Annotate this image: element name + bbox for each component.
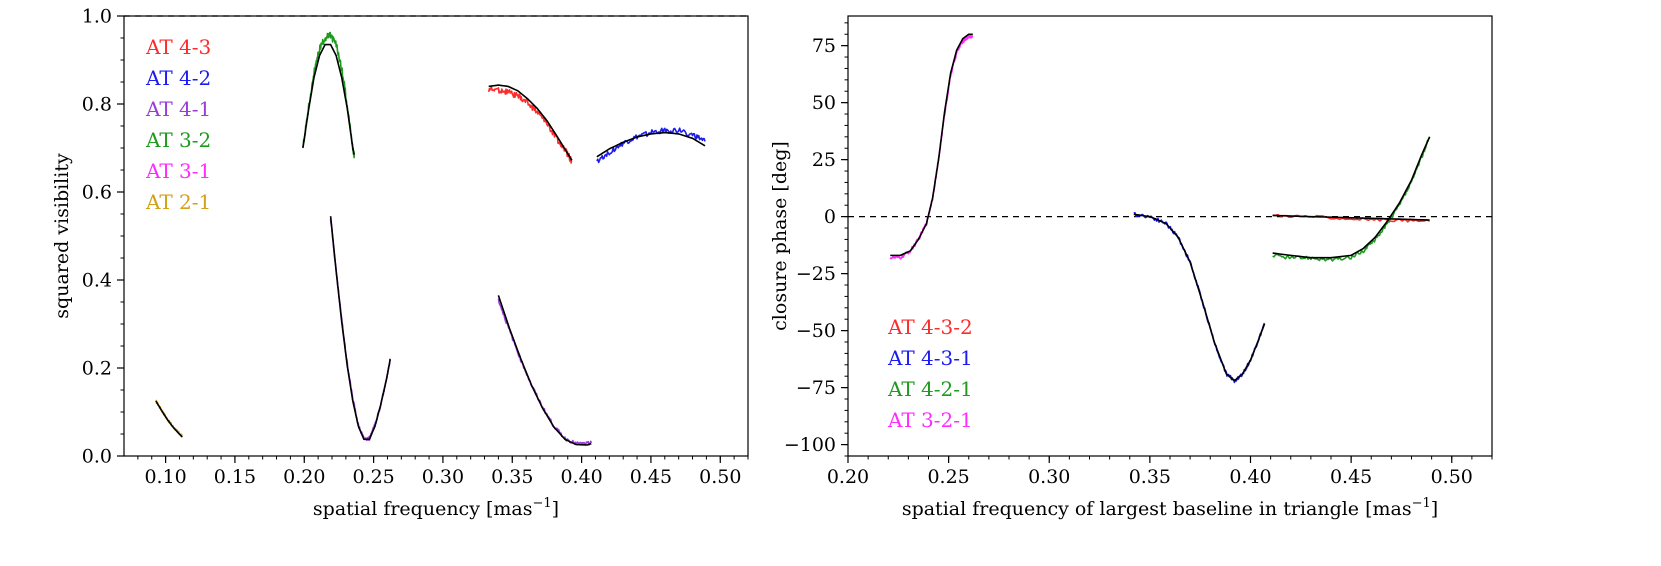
y-axis-label: closure phase [deg] [769, 141, 791, 331]
y-tick-label: 75 [812, 35, 836, 57]
x-tick-label: 0.45 [630, 466, 672, 488]
model-curve [1272, 214, 1430, 221]
legend-entry: AT 4-2-1 [887, 377, 973, 401]
x-tick-label: 0.50 [1431, 466, 1473, 488]
y-tick-label: 0.6 [82, 182, 112, 204]
x-tick-label: 0.30 [1028, 466, 1070, 488]
y-tick-label: 0 [824, 206, 836, 228]
x-tick-label: 0.20 [283, 466, 325, 488]
x-tick-label: 0.10 [144, 466, 186, 488]
closure-phase-panel: 0.20 0.25 0.30 0.35 0.40 0.45 0.50 75 50 25 0 −25 −5… [769, 15, 1493, 520]
model-curve [488, 84, 573, 161]
y-tick-label: −100 [784, 434, 836, 456]
legend-entry: AT 4-3-2 [887, 315, 973, 339]
y-tick-label: 0.2 [82, 358, 112, 380]
model-curve [890, 33, 973, 257]
model-curve [1133, 213, 1266, 382]
x-tick-label: 0.35 [491, 466, 533, 488]
x-tick-label: 0.40 [1229, 466, 1271, 488]
y-tick-label: −25 [796, 263, 836, 285]
y-tick-label: 0.8 [82, 94, 112, 116]
y-axis-label: squared visibility [51, 153, 73, 319]
x-tick-label: 0.50 [699, 466, 741, 488]
x-axis-label: spatial frequency [mas−1] [313, 496, 559, 520]
x-tick-label: 0.40 [560, 466, 602, 488]
x-tick-label: 0.20 [827, 466, 869, 488]
y-tick-label: 0.4 [82, 270, 112, 292]
x-tick-label: 0.15 [214, 466, 256, 488]
x-tick-label: 0.25 [927, 466, 969, 488]
model-curve [329, 216, 392, 441]
legend-entry: AT 2-1 [145, 190, 211, 214]
legend-entry: AT 4-1 [145, 97, 211, 121]
legend-entry: AT 3-1 [145, 159, 211, 183]
x-tick-label: 0.30 [422, 466, 464, 488]
plot-frame [847, 15, 1493, 457]
y-tick-label: 25 [812, 149, 836, 171]
legend-entry: AT 3-2 [145, 128, 211, 152]
data-series [487, 86, 573, 164]
model-curve [1272, 136, 1431, 259]
y-tick-label: 1.0 [82, 6, 112, 28]
y-tick-label: −75 [796, 377, 836, 399]
model-curve [497, 295, 592, 446]
y-tick-label: 50 [812, 92, 836, 114]
model-curve [302, 43, 355, 155]
visibility-panel: 0.10 0.15 0.20 0.25 0.30 0.35 0.40 0.45 0.50 0.0 0… [51, 6, 749, 520]
model-curve [155, 400, 183, 438]
x-tick-label: 0.25 [352, 466, 394, 488]
model-curve [596, 131, 706, 158]
legend-entry: AT 4-3 [145, 35, 211, 59]
legend-entry: AT 4-3-1 [887, 346, 973, 370]
x-tick-label: 0.45 [1330, 466, 1372, 488]
legend-entry: AT 3-2-1 [887, 408, 973, 432]
legend-entry: AT 4-2 [145, 66, 211, 90]
x-tick-label: 0.35 [1129, 466, 1171, 488]
plot-frame [123, 15, 749, 457]
y-tick-label: −50 [796, 320, 836, 342]
y-tick-label: 0.0 [82, 446, 112, 468]
x-axis-label: spatial frequency of largest baseline in… [902, 496, 1438, 520]
